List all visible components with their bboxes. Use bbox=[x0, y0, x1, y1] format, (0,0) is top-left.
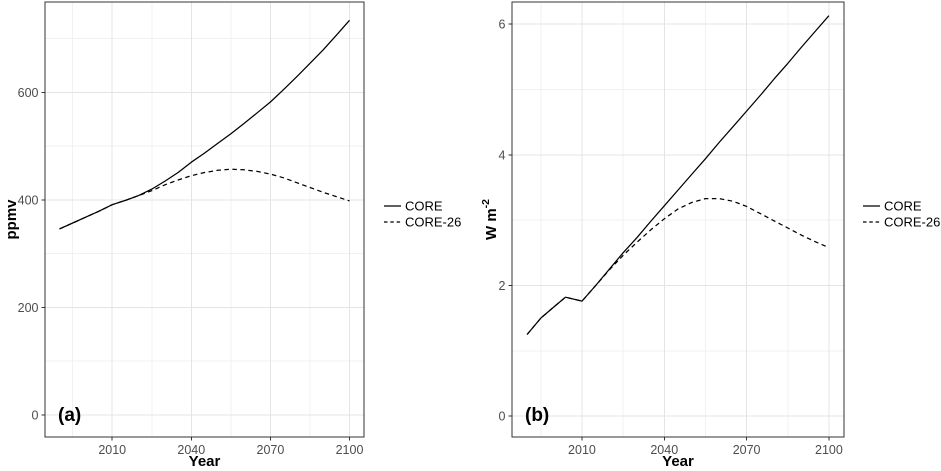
panel-letter-label-a: (a) bbox=[58, 405, 81, 426]
core-26-series-line-a bbox=[59, 168, 350, 230]
legend-label-core-a: CORE bbox=[405, 199, 443, 214]
x-tick-label-b: 2010 bbox=[568, 443, 596, 457]
x-tick-label-b: 2040 bbox=[650, 443, 678, 457]
legend-label-core-b: CORE bbox=[884, 199, 922, 214]
panel-background-b bbox=[512, 2, 844, 437]
x-tick-label-a: 2100 bbox=[336, 443, 364, 457]
y-tick-label-b: 6 bbox=[499, 18, 506, 32]
x-axis-title-b: Year bbox=[662, 453, 694, 470]
y-tick-label-a: 200 bbox=[18, 301, 39, 315]
y-tick-label-b: 4 bbox=[499, 148, 506, 162]
x-tick-label-a: 2010 bbox=[98, 443, 126, 457]
y-tick-label-a: 400 bbox=[18, 193, 39, 207]
x-tick-label-b: 2100 bbox=[815, 443, 843, 457]
panel-letter-label-b: (b) bbox=[525, 405, 549, 426]
y-axis-title-a: ppmv bbox=[3, 199, 20, 240]
y-tick-label-b: 0 bbox=[499, 410, 506, 424]
x-tick-label-b: 2070 bbox=[733, 443, 761, 457]
core-series-line-a bbox=[59, 19, 350, 230]
y-axis-title-superscript-b: -2 bbox=[480, 199, 492, 208]
legend-label-core-26-a: CORE-26 bbox=[405, 215, 461, 230]
panel-border-b bbox=[511, 1, 845, 438]
x-tick-label-a: 2070 bbox=[257, 443, 285, 457]
core-26-series-line-b bbox=[526, 197, 830, 335]
x-axis-title-a: Year bbox=[189, 453, 221, 470]
legend-label-core-26-b: CORE-26 bbox=[884, 215, 940, 230]
panel-border-a bbox=[44, 1, 365, 438]
y-tick-label-b: 2 bbox=[499, 279, 506, 293]
panel-background-a bbox=[45, 2, 364, 437]
x-tick-label-a: 2040 bbox=[177, 443, 205, 457]
y-axis-title-b: W m-2 bbox=[480, 199, 500, 240]
y-tick-label-a: 0 bbox=[32, 408, 39, 422]
y-tick-label-a: 600 bbox=[18, 86, 39, 100]
